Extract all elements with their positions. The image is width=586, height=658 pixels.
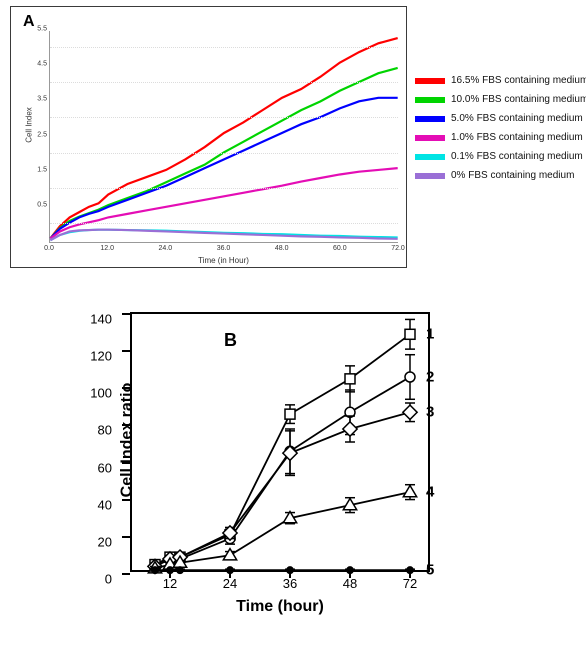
panel-b-plot-area: B bbox=[130, 312, 430, 572]
panel-a-xtick: 60.0 bbox=[333, 245, 347, 252]
panel-b-ytick-mark bbox=[122, 536, 130, 538]
panel-a-series-fbs-5.0 bbox=[50, 98, 397, 239]
panel-a-gridline bbox=[50, 223, 398, 224]
panel-b-end-label-3: 3 bbox=[426, 404, 434, 421]
panel-b-end-label-4: 4 bbox=[426, 484, 434, 501]
panel-a-legend: 16.5% FBS containing medium 10.0% FBS con… bbox=[415, 75, 583, 189]
panel-b-series-3 bbox=[155, 412, 410, 566]
panel-b-series-2 bbox=[155, 377, 410, 566]
panel-a-gridline bbox=[50, 188, 398, 189]
panel-b-xtick: 36 bbox=[283, 576, 297, 591]
panel-b-xtick: 72 bbox=[403, 576, 417, 591]
legend-swatch bbox=[415, 154, 445, 160]
legend-item-fbs-0.1: 0.1% FBS containing medium bbox=[415, 151, 583, 162]
legend-item-fbs-0: 0% FBS containing medium bbox=[415, 170, 583, 181]
panel-a-gridline bbox=[50, 82, 398, 83]
panel-b: Cell Index ratio Time (hour) 02040608010… bbox=[62, 300, 492, 630]
panel-b-xtick: 12 bbox=[163, 576, 177, 591]
legend-label: 1.0% FBS containing medium bbox=[451, 132, 583, 143]
legend-swatch bbox=[415, 173, 445, 179]
panel-a-ytick: 2.5 bbox=[37, 131, 47, 138]
panel-b-ytick: 120 bbox=[62, 349, 122, 364]
panel-b-lines-svg bbox=[130, 312, 430, 572]
panel-a-gridline bbox=[50, 153, 398, 154]
panel-a-lines-svg bbox=[50, 31, 398, 242]
panel-a-y-title: Cell Index bbox=[24, 107, 33, 143]
panel-b-ytick-mark bbox=[122, 499, 130, 501]
panel-a-ytick: 4.5 bbox=[37, 61, 47, 68]
legend-label: 5.0% FBS containing medium bbox=[451, 113, 583, 124]
panel-a-xtick: 24.0 bbox=[159, 245, 173, 252]
panel-b-ytick: 20 bbox=[62, 534, 122, 549]
panel-a-xtick: 72.0 bbox=[391, 245, 405, 252]
legend-swatch bbox=[415, 78, 445, 84]
legend-label: 16.5% FBS containing medium bbox=[451, 75, 586, 86]
panel-b-ytick: 80 bbox=[62, 423, 122, 438]
panel-b-ytick: 40 bbox=[62, 497, 122, 512]
panel-b-ytick-mark bbox=[122, 387, 130, 389]
panel-a-xtick: 12.0 bbox=[100, 245, 114, 252]
panel-a-xtick: 0.0 bbox=[44, 245, 54, 252]
legend-label: 10.0% FBS containing medium bbox=[451, 94, 586, 105]
panel-b-ytick-mark bbox=[122, 424, 130, 426]
panel-a-x-axis: 0.012.024.036.048.060.072.0 Time (in Hou… bbox=[49, 245, 398, 263]
panel-a-xtick: 36.0 bbox=[217, 245, 231, 252]
panel-a-ytick: 5.5 bbox=[37, 25, 47, 32]
panel-a-series-fbs-0 bbox=[50, 230, 397, 241]
panel-a-ytick: 1.5 bbox=[37, 167, 47, 174]
legend-swatch bbox=[415, 135, 445, 141]
panel-b-ytick-mark bbox=[122, 462, 130, 464]
panel-a-plot-area bbox=[49, 31, 398, 243]
panel-b-series-4 bbox=[155, 492, 410, 568]
panel-a-series-fbs-1.0 bbox=[50, 168, 397, 238]
legend-swatch bbox=[415, 116, 445, 122]
panel-b-ytick-mark bbox=[122, 350, 130, 352]
panel-a-ytick: 3.5 bbox=[37, 96, 47, 103]
panel-a-series-fbs-0.1 bbox=[50, 230, 397, 241]
panel-a-gridline bbox=[50, 47, 398, 48]
panel-a-y-axis: Cell Index 0.5 1.5 2.5 3.5 4.5 5.5 bbox=[17, 7, 49, 243]
panel-b-end-label-2: 2 bbox=[426, 369, 434, 386]
panel-a-ytick: 0.5 bbox=[37, 202, 47, 209]
panel-b-ytick: 100 bbox=[62, 386, 122, 401]
panel-a-gridline bbox=[50, 117, 398, 118]
panel-b-xtick: 24 bbox=[223, 576, 237, 591]
figure-wrap: A Cell Index 0.51.52.53.54.55.5 0.012.02… bbox=[0, 0, 586, 658]
panel-a-xtick: 48.0 bbox=[275, 245, 289, 252]
panel-b-x-title: Time (hour) bbox=[130, 598, 430, 616]
panel-b-end-label-1: 1 bbox=[426, 326, 434, 343]
panel-b-ytick: 140 bbox=[62, 312, 122, 327]
legend-item-fbs-10.0: 10.0% FBS containing medium bbox=[415, 94, 583, 105]
legend-label: 0% FBS containing medium bbox=[451, 170, 574, 181]
panel-b-series-1 bbox=[155, 334, 410, 564]
panel-a-x-title: Time (in Hour) bbox=[198, 256, 249, 265]
legend-item-fbs-16.5: 16.5% FBS containing medium bbox=[415, 75, 583, 86]
legend-swatch bbox=[415, 97, 445, 103]
legend-item-fbs-1.0: 1.0% FBS containing medium bbox=[415, 132, 583, 143]
legend-item-fbs-5.0: 5.0% FBS containing medium bbox=[415, 113, 583, 124]
legend-label: 0.1% FBS containing medium bbox=[451, 151, 583, 162]
panel-b-ytick-mark bbox=[122, 573, 130, 575]
panel-b-end-label-5: 5 bbox=[426, 562, 434, 579]
panel-b-xtick: 48 bbox=[343, 576, 357, 591]
panel-b-ytick: 0 bbox=[62, 572, 122, 587]
panel-b-ytick: 60 bbox=[62, 460, 122, 475]
panel-a: A Cell Index 0.51.52.53.54.55.5 0.012.02… bbox=[10, 6, 407, 268]
panel-b-ytick-mark bbox=[122, 313, 130, 315]
